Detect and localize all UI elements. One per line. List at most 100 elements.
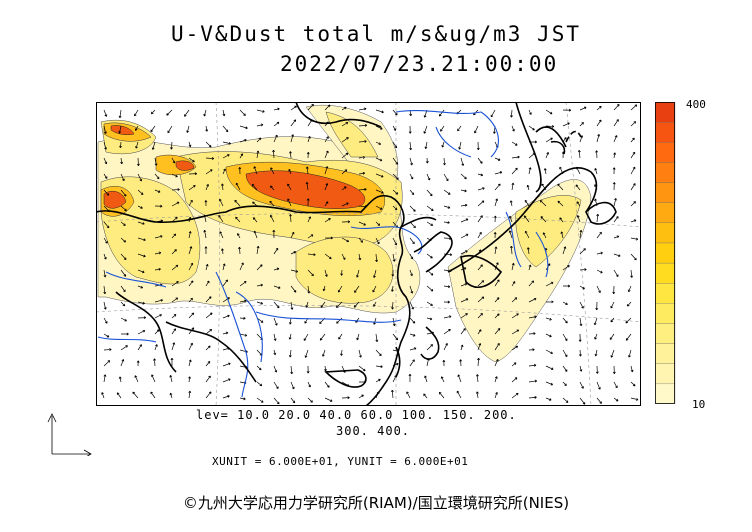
wind-arrow [528,395,537,399]
wind-arrow [443,157,446,166]
wind-arrow [171,173,178,178]
wind-arrow [494,313,500,319]
wind-arrow [476,141,480,151]
wind-arrow [494,376,498,383]
dust-field-peak [103,125,366,209]
wind-arrow [290,381,295,390]
wind-arrow [358,155,366,159]
wind-arrow [184,109,190,117]
wind-arrow [288,168,292,175]
wind-arrow [545,365,554,370]
wind-arrow [509,200,513,207]
wind-arrow [154,314,162,319]
wind-arrow [188,157,195,163]
wind-arrow [137,205,143,209]
wind-arrow [120,237,126,243]
wind-arrow [354,285,360,293]
wind-arrow [545,317,552,321]
wind-arrow [409,285,414,294]
wind-arrow [239,262,244,271]
wind-arrow [490,109,496,118]
wind-arrow [610,349,615,358]
wind-arrow [137,285,144,289]
wind-arrow [307,103,314,111]
wind-arrow [528,363,537,367]
wind-arrow [562,108,572,112]
wind-arrow [594,349,598,357]
wind-arrow [273,397,280,405]
wind-arrow [272,229,276,239]
wind-arrow [290,134,295,143]
wind-arrow [562,381,567,387]
wind-arrow [273,349,277,356]
wind-arrow [540,216,547,223]
wind-arrow [578,333,582,342]
wind-arrow [137,237,146,242]
colorbar-segment [655,162,676,183]
wind-arrow [559,217,564,223]
wind-arrow [154,235,163,239]
wind-arrow [154,267,161,271]
wind-arrow [424,375,428,383]
wind-arrow [222,378,231,383]
wind-arrow [188,280,194,287]
wind-arrow [443,300,450,304]
wind-arrow [511,362,517,367]
wind-arrow [154,157,158,166]
wind-arrow [154,298,163,303]
wind-arrow [340,269,344,276]
wind-arrow [337,285,343,293]
wind-arrow [543,168,547,175]
wind-arrow [120,221,126,226]
wind-arrow [137,344,142,351]
colorbar-segment [655,323,676,344]
wind-arrow [630,219,637,223]
wind-arrow [137,269,145,274]
wind-arrow [392,141,398,149]
wind-arrow [136,360,140,367]
wind-arrow [579,285,585,290]
wind-arrow [290,397,296,404]
wind-arrow [273,121,280,127]
wind-arrow [409,301,414,310]
wind-arrow [630,104,638,111]
map-datetime: 2022/07/23.21:00:00 [280,52,559,76]
wind-arrow [103,125,107,134]
wind-arrow [188,172,198,176]
wind-arrow [150,391,156,399]
wind-arrow [338,333,343,340]
wind-arrow [170,357,174,367]
wind-arrow [426,285,434,292]
wind-arrow [219,231,224,239]
wind-arrow [392,189,399,195]
wind-arrow [306,152,310,159]
wind-arrow [613,152,617,159]
wind-arrow [307,381,311,388]
wind-arrow [579,229,583,239]
wind-arrow [579,106,587,111]
wind-arrow [375,378,381,383]
wind-arrow [205,328,213,335]
wind-arrow [460,203,468,207]
wind-arrow [579,365,583,372]
wind-arrow [324,183,329,191]
wind-arrow [528,167,532,175]
wind-arrow [171,157,176,164]
wind-arrow [273,267,280,271]
wind-arrow [460,344,464,351]
wind-arrow [307,397,313,403]
wind-arrow [630,269,634,278]
wind-arrow [324,253,332,260]
wind-arrow [170,141,173,150]
wind-arrow [493,232,497,239]
wind-arrow [188,359,192,367]
wind-arrow [120,301,126,307]
wind-arrow [205,169,213,175]
wind-arrow [319,333,326,341]
wind-arrow [426,253,433,259]
wind-arrow [324,218,331,223]
wind-arrow [305,166,309,175]
wind-arrow [153,358,156,367]
wind-arrow [392,109,398,116]
wind-arrow [409,205,416,212]
